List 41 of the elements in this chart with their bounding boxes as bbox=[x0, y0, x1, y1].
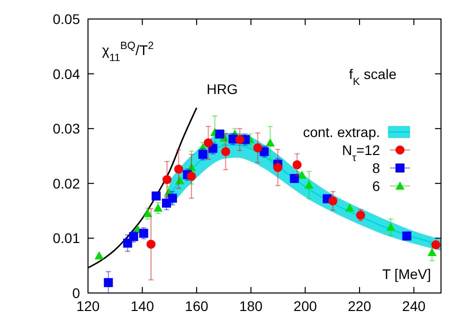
point bbox=[292, 160, 302, 170]
point bbox=[235, 135, 244, 144]
y-tick-label: 0.02 bbox=[52, 175, 80, 192]
point bbox=[154, 204, 163, 212]
point bbox=[162, 175, 172, 184]
y-tick-label: 0.01 bbox=[52, 230, 80, 246]
point bbox=[253, 143, 262, 152]
y-axis-title: χ$_{11}$$^{BQ}$/T$^{2}$ bbox=[102, 40, 154, 64]
x-tick-label: 200 bbox=[294, 298, 318, 314]
x-tick-label: 160 bbox=[184, 298, 209, 314]
point bbox=[174, 164, 184, 174]
point bbox=[273, 163, 282, 172]
x-tick-label: 240 bbox=[402, 298, 426, 314]
point bbox=[221, 147, 230, 156]
point bbox=[146, 240, 156, 249]
point bbox=[186, 172, 196, 181]
point bbox=[104, 278, 113, 288]
point bbox=[345, 204, 354, 212]
point bbox=[204, 138, 213, 148]
x-tick-label: 120 bbox=[76, 298, 100, 314]
x-tick-label: 220 bbox=[348, 298, 372, 314]
annotation: f$_{K}$ scale bbox=[349, 66, 397, 88]
point bbox=[266, 138, 275, 146]
point bbox=[152, 192, 161, 201]
y-tick-label: 0.05 bbox=[52, 11, 80, 27]
y-tick-label: 0 bbox=[72, 285, 80, 301]
legend-label: 6 bbox=[372, 178, 380, 194]
y-tick-label: 0.04 bbox=[52, 66, 80, 82]
y-tick-label: 0.03 bbox=[52, 120, 80, 137]
x-tick-label: 140 bbox=[130, 298, 154, 314]
point bbox=[428, 248, 437, 256]
point bbox=[328, 196, 338, 206]
point bbox=[215, 130, 224, 139]
series-label: HRG bbox=[206, 80, 238, 97]
point bbox=[386, 222, 396, 231]
point bbox=[175, 176, 184, 184]
x-axis-title: T [MeV] bbox=[382, 266, 431, 282]
point bbox=[94, 251, 104, 260]
x-tick-label: 180 bbox=[239, 298, 263, 314]
legend-label: cont. extrap. bbox=[302, 124, 380, 140]
point bbox=[304, 180, 314, 189]
